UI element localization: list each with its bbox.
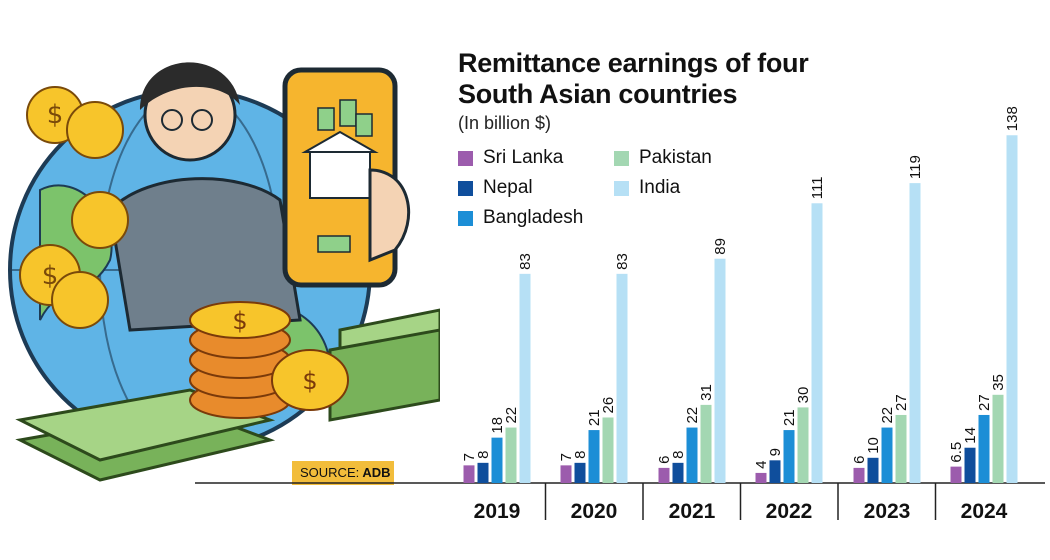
bar-sri-lanka-2020 [560, 465, 572, 483]
data-label: 30 [795, 387, 812, 404]
bar-pakistan-2019 [505, 427, 517, 483]
bar-india-2024 [1006, 135, 1018, 484]
x-tick-label: 2024 [961, 500, 1008, 523]
data-label: 27 [976, 394, 993, 411]
legend-label: Pakistan [639, 147, 712, 168]
source-label: SOURCE: [300, 465, 360, 480]
x-tick-label: 2022 [766, 500, 813, 523]
data-label: 8 [475, 450, 492, 458]
data-label: 22 [503, 407, 520, 424]
legend-label: Bangladesh [483, 207, 584, 228]
data-label: 9 [767, 448, 784, 456]
legend-item-sri-lanka: Sri Lanka [458, 147, 563, 169]
data-label: 119 [907, 155, 924, 179]
data-label: 8 [572, 450, 589, 458]
legend-swatch [614, 150, 629, 166]
bar-pakistan-2021 [700, 404, 712, 483]
data-label: 22 [879, 407, 896, 424]
data-label: 111 [809, 176, 826, 199]
data-label: 10 [865, 437, 882, 454]
chart-title: Remittance earnings of four South Asian … [458, 48, 809, 109]
bar-pakistan-2020 [602, 417, 614, 483]
data-label: 6.5 [948, 442, 965, 463]
bar-sri-lanka-2019 [463, 465, 475, 483]
data-label: 138 [1004, 106, 1021, 131]
data-label: 21 [781, 409, 798, 426]
legend-swatch [458, 180, 473, 196]
bar-india-2022 [811, 203, 823, 483]
data-label: 8 [670, 450, 687, 458]
svg-text:$: $ [42, 261, 59, 291]
bar-india-2020 [616, 273, 628, 483]
data-label: 35 [990, 374, 1007, 391]
bar-bangladesh-2019 [491, 437, 503, 483]
legend-swatch [614, 180, 629, 196]
bar-sri-lanka-2022 [755, 472, 767, 483]
legend-label: India [639, 177, 681, 198]
bar-nepal-2021 [672, 462, 684, 483]
data-label: 31 [698, 384, 715, 401]
bar-bangladesh-2020 [588, 430, 600, 483]
bar-bangladesh-2021 [686, 427, 698, 483]
data-label: 6 [656, 456, 673, 464]
bar-pakistan-2023 [895, 414, 907, 483]
data-label: 4 [753, 461, 770, 469]
bar-bangladesh-2023 [881, 427, 893, 483]
bar-india-2023 [909, 183, 921, 483]
data-label: 18 [489, 417, 506, 434]
chart-subtitle: (In billion $) [458, 113, 552, 133]
data-label: 83 [614, 253, 631, 270]
bar-bangladesh-2024 [978, 414, 990, 483]
bar-nepal-2020 [574, 462, 586, 483]
source-badge: SOURCE: ADB [292, 461, 394, 485]
legend-swatch [458, 150, 473, 166]
data-label: 7 [558, 453, 575, 461]
bar-nepal-2022 [769, 460, 781, 483]
data-label: 21 [586, 409, 603, 426]
bar-nepal-2023 [867, 457, 879, 483]
x-tick-label: 2023 [864, 500, 911, 523]
legend-item-pakistan: Pakistan [614, 147, 712, 169]
data-label: 89 [712, 238, 729, 255]
x-tick-label: 2020 [571, 500, 618, 523]
bar-sri-lanka-2021 [658, 467, 670, 483]
svg-text:$: $ [232, 307, 247, 335]
bar-india-2021 [714, 258, 726, 483]
bar-nepal-2019 [477, 462, 489, 483]
bar-sri-lanka-2024 [950, 466, 962, 483]
data-label: 83 [517, 253, 534, 270]
legend-item-india: India [614, 177, 680, 199]
bar-pakistan-2022 [797, 407, 809, 483]
legend-item-nepal: Nepal [458, 177, 533, 199]
source-value: ADB [362, 465, 391, 480]
legend-item-bangladesh: Bangladesh [458, 207, 583, 229]
data-label: 27 [893, 394, 910, 411]
x-tick-label: 2021 [669, 500, 716, 523]
data-label: 6 [851, 456, 868, 464]
bar-nepal-2024 [964, 447, 976, 483]
svg-text:$: $ [47, 100, 64, 130]
bar-india-2019 [519, 273, 531, 483]
bar-pakistan-2024 [992, 394, 1004, 483]
legend-swatch [458, 210, 473, 226]
data-label: 26 [600, 397, 617, 414]
bar-sri-lanka-2023 [853, 467, 865, 483]
svg-text:$: $ [302, 367, 317, 395]
legend-label: Nepal [483, 177, 533, 198]
data-label: 14 [962, 427, 979, 444]
data-label: 7 [461, 453, 478, 461]
legend-label: Sri Lanka [483, 147, 564, 168]
data-label: 22 [684, 407, 701, 424]
person-with-phone-money-icon: $ $ $ $ [8, 62, 440, 482]
x-tick-label: 2019 [474, 500, 521, 523]
bar-bangladesh-2022 [783, 430, 795, 483]
